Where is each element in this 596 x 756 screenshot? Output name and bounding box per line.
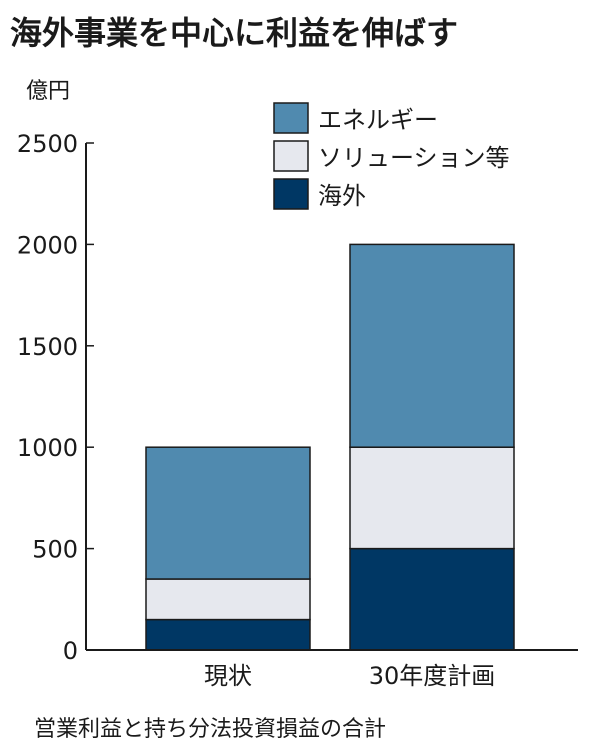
legend-swatch xyxy=(273,140,309,172)
y-tick-label: 1500 xyxy=(17,333,78,361)
x-tick-label: 現状 xyxy=(204,662,252,690)
chart-title: 海外事業を中心に利益を伸ばす xyxy=(10,14,458,52)
bar-segment xyxy=(145,618,311,651)
bar-segment xyxy=(349,243,515,448)
y-tick-label: 2500 xyxy=(17,130,78,158)
legend-label: エネルギー xyxy=(318,106,438,134)
bar-segment xyxy=(349,446,515,550)
legend-swatch xyxy=(273,178,309,210)
bar-segment xyxy=(145,578,311,621)
bar-segment xyxy=(145,446,311,580)
chart-note: 営業利益と持ち分法投資損益の合計 xyxy=(34,717,386,742)
y-tick-label: 1000 xyxy=(17,434,78,462)
x-tick-label: 30年度計画 xyxy=(369,662,496,690)
legend-swatch xyxy=(273,102,309,134)
y-tick-label: 0 xyxy=(63,637,78,665)
y-tick-label: 2000 xyxy=(17,231,78,259)
legend-label: 海外 xyxy=(318,182,366,210)
y-tick-label: 500 xyxy=(32,536,78,564)
bar-segment xyxy=(349,547,515,651)
plot-area: 現状 30年度計画 0 500 1000 1500 2000 2500 xyxy=(17,130,578,690)
legend-label: ソリューション等 xyxy=(318,144,510,172)
y-unit-label: 億円 xyxy=(26,79,70,104)
